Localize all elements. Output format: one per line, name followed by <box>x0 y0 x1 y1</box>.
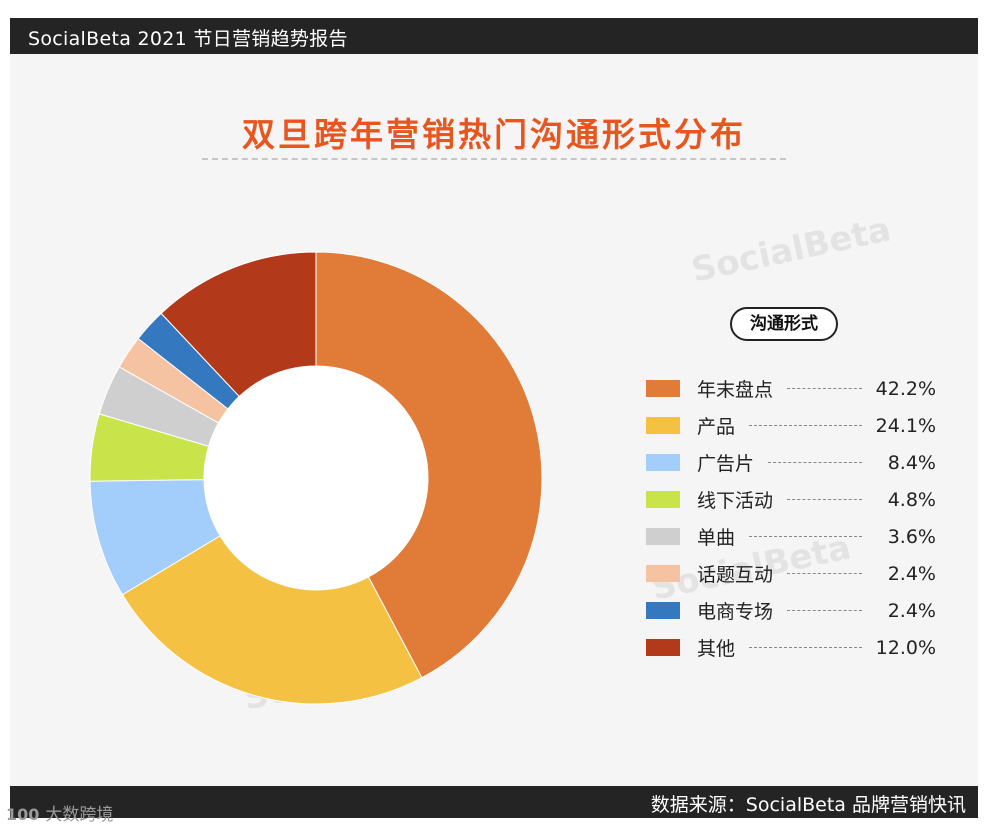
legend-leader-line <box>787 573 862 574</box>
legend-item: 产品 24.1% <box>646 407 936 444</box>
legend-item: 线下活动 4.8% <box>646 481 936 518</box>
legend-item: 年末盘点 42.2% <box>646 370 936 407</box>
legend-item: 话题互动 2.4% <box>646 555 936 592</box>
legend-leader-line <box>787 610 862 611</box>
legend-swatch <box>646 454 680 471</box>
legend-value: 24.1% <box>875 414 936 437</box>
legend-swatch <box>646 565 680 582</box>
legend-label: 线下活动 <box>697 490 774 512</box>
report-panel: SocialBeta 2021 节日营销趋势报告 双旦跨年营销热门沟通形式分布 … <box>10 18 978 818</box>
legend-swatch <box>646 380 680 397</box>
report-header-bar: SocialBeta 2021 节日营销趋势报告 <box>10 18 978 54</box>
logo-text: 大数跨境 <box>45 805 114 825</box>
legend-swatch <box>646 602 680 619</box>
chart-title: 双旦跨年营销热门沟通形式分布 <box>242 115 746 154</box>
legend-value: 2.4% <box>887 562 936 585</box>
legend-swatch <box>646 491 680 508</box>
legend-leader-line <box>749 425 862 426</box>
legend-title: 沟通形式 <box>730 307 838 341</box>
donut-chart <box>89 251 543 705</box>
legend-value: 3.6% <box>887 525 936 548</box>
watermark: SocialBeta <box>688 209 895 291</box>
legend-label: 单曲 <box>697 527 736 549</box>
donut-hole <box>204 366 428 590</box>
legend-label: 话题互动 <box>697 564 774 586</box>
legend-item: 电商专场 2.4% <box>646 592 936 629</box>
logo-mark: 100 <box>6 805 40 824</box>
footer-bar: 数据来源：SocialBeta 品牌营销快讯 <box>10 786 978 818</box>
legend-label: 电商专场 <box>697 601 774 623</box>
chart-legend: 年末盘点 42.2% 产品 24.1% 广告片 8.4% 线下活动 4.8% 单曲 3.6% 话题互… <box>646 370 936 666</box>
legend-label: 年末盘点 <box>697 379 774 401</box>
legend-item: 广告片 8.4% <box>646 444 936 481</box>
legend-leader-line <box>787 499 862 500</box>
legend-label: 产品 <box>697 416 736 438</box>
legend-leader-line <box>787 388 862 389</box>
legend-label: 广告片 <box>697 453 755 475</box>
title-divider <box>202 158 786 160</box>
legend-leader-line <box>768 462 862 463</box>
legend-swatch <box>646 528 680 545</box>
data-source: 数据来源：SocialBeta 品牌营销快讯 <box>650 794 966 816</box>
legend-item: 其他 12.0% <box>646 629 936 666</box>
legend-value: 42.2% <box>875 377 936 400</box>
legend-item: 单曲 3.6% <box>646 518 936 555</box>
legend-value: 8.4% <box>887 451 936 474</box>
legend-leader-line <box>749 536 862 537</box>
legend-value: 12.0% <box>875 636 936 659</box>
legend-swatch <box>646 639 680 656</box>
legend-leader-line <box>749 647 862 648</box>
legend-value: 2.4% <box>887 599 936 622</box>
report-title: SocialBeta 2021 节日营销趋势报告 <box>28 28 348 50</box>
brand-logo: 100 大数跨境 <box>6 800 113 825</box>
legend-label: 其他 <box>697 638 736 660</box>
legend-value: 4.8% <box>887 488 936 511</box>
donut-slice-8 <box>160 251 317 398</box>
legend-swatch <box>646 417 680 434</box>
